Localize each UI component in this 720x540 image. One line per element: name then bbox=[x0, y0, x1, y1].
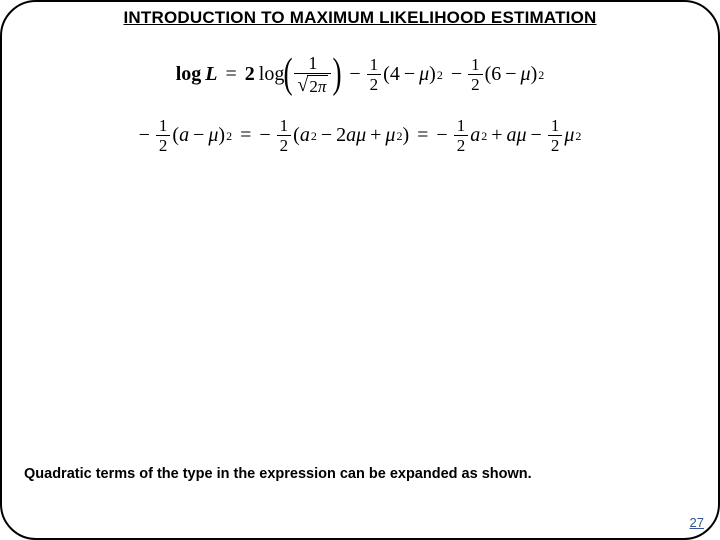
h5d: 2 bbox=[454, 135, 469, 154]
mu-sq: μ bbox=[385, 124, 395, 147]
slide-frame: INTRODUCTION TO MAXIMUM LIKELIHOOD ESTIM… bbox=[0, 0, 720, 540]
mu-r2: μ bbox=[516, 124, 526, 147]
a-1: a bbox=[179, 124, 189, 147]
frac-1-over-sqrt2pi: 1 √ 2π bbox=[294, 54, 331, 95]
half-4: 1 2 bbox=[277, 117, 292, 154]
log-label: log bbox=[259, 63, 285, 86]
page-number: 27 bbox=[690, 515, 704, 530]
var-L: L bbox=[205, 63, 217, 86]
h6d: 2 bbox=[548, 135, 563, 154]
a-r2: a bbox=[506, 124, 516, 147]
half-1: 1 2 bbox=[367, 56, 382, 93]
a-sq: a bbox=[300, 124, 310, 147]
half-den: 2 bbox=[367, 74, 382, 93]
h3n: 1 bbox=[156, 117, 171, 135]
mu-r3: μ bbox=[564, 124, 574, 147]
mu-mid: μ bbox=[356, 124, 366, 147]
frac-den: √ 2π bbox=[294, 73, 331, 95]
half-2: 1 2 bbox=[468, 56, 483, 93]
a-r1: a bbox=[470, 124, 480, 147]
six: 6 bbox=[491, 63, 501, 86]
two-coef: 2 bbox=[336, 124, 346, 147]
half-num: 1 bbox=[367, 56, 382, 74]
four: 4 bbox=[390, 63, 400, 86]
half-3: 1 2 bbox=[156, 117, 171, 154]
mu-1: μ bbox=[419, 63, 429, 86]
half-5: 1 2 bbox=[454, 117, 469, 154]
equation-2: − 1 2 (a − μ)2 = − 1 2 (a2 − 2aμ + μ2) =… bbox=[139, 117, 582, 154]
pi: π bbox=[318, 77, 327, 96]
sqrt: √ 2π bbox=[297, 75, 328, 95]
equation-1: log L = 2 log ( 1 √ 2π bbox=[176, 54, 545, 95]
slide-title: INTRODUCTION TO MAXIMUM LIKELIHOOD ESTIM… bbox=[2, 8, 718, 28]
h3d: 2 bbox=[156, 135, 171, 154]
h4d: 2 bbox=[277, 135, 292, 154]
mu-3: μ bbox=[208, 124, 218, 147]
frac-num: 1 bbox=[305, 54, 320, 73]
math-area: log L = 2 log ( 1 √ 2π bbox=[2, 54, 718, 154]
big-paren-open: ( 1 √ 2π ) bbox=[284, 54, 341, 95]
a-mid: a bbox=[346, 124, 356, 147]
half-num-2: 1 bbox=[468, 56, 483, 74]
coef-2: 2 bbox=[245, 63, 255, 86]
h6n: 1 bbox=[548, 117, 563, 135]
half-den-2: 2 bbox=[468, 74, 483, 93]
h4n: 1 bbox=[277, 117, 292, 135]
log-label-bold: log bbox=[176, 63, 202, 86]
caption-text: Quadratic terms of the type in the expre… bbox=[24, 466, 532, 482]
half-6: 1 2 bbox=[548, 117, 563, 154]
mu-2: μ bbox=[521, 63, 531, 86]
h5n: 1 bbox=[454, 117, 469, 135]
sqrt-2: 2 bbox=[309, 77, 318, 96]
